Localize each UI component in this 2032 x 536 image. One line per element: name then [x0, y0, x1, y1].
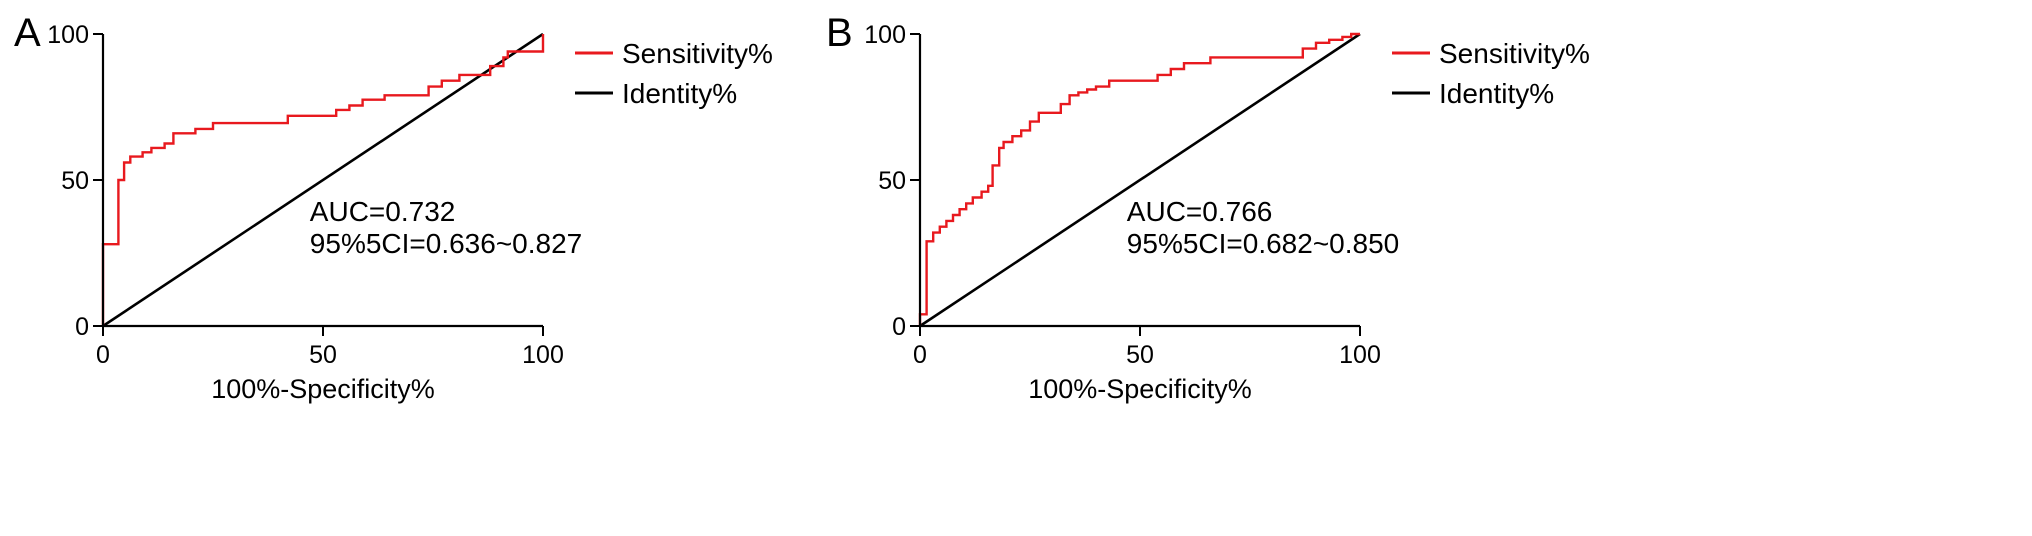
y-tick-label: 50 — [61, 167, 89, 195]
x-tick-label: 50 — [309, 341, 337, 369]
sensitivity-curve — [918, 32, 1360, 326]
auc-annotation: AUC=0.732 — [310, 196, 456, 227]
legend-label-sensitivity: Sensitivity% — [622, 38, 773, 69]
identity-line — [919, 32, 1361, 328]
panel-letter-a: A — [14, 11, 41, 55]
sensitivity-curve — [101, 34, 545, 326]
ci-annotation: 95%5CI=0.682~0.850 — [1127, 228, 1399, 259]
plot-ticks: 0 50 100 0 50 100 — [47, 21, 564, 369]
legend-label-identity: Identity% — [1439, 78, 1554, 109]
y-tick-label: 0 — [892, 313, 906, 341]
x-tick-label: 0 — [913, 341, 927, 369]
roc-panel-b: B 0 50 100 0 50 100 100%-Specificity% Sensiti… — [826, 11, 1590, 404]
panel-letter-b: B — [826, 11, 853, 55]
y-tick-label: 100 — [47, 21, 89, 49]
x-tick-label: 100 — [1339, 341, 1381, 369]
y-tick-label: 50 — [878, 167, 906, 195]
y-tick-label: 100 — [864, 21, 906, 49]
legend: Sensitivity% Identity% — [575, 38, 773, 109]
x-tick-label: 0 — [96, 341, 110, 369]
legend-label-identity: Identity% — [622, 78, 737, 109]
legend: Sensitivity% Identity% — [1392, 38, 1590, 109]
x-tick-label: 100 — [522, 341, 564, 369]
ci-annotation: 95%5CI=0.636~0.827 — [310, 228, 582, 259]
legend-label-sensitivity: Sensitivity% — [1439, 38, 1590, 69]
plot-curves — [101, 32, 545, 328]
identity-line — [102, 32, 544, 328]
y-tick-label: 0 — [75, 313, 89, 341]
plot-ticks: 0 50 100 0 50 100 — [864, 21, 1381, 369]
roc-panel-a: A 0 50 100 0 50 100 100%-Specificity% Sensiti… — [14, 11, 773, 404]
x-axis-title: 100%-Specificity% — [211, 374, 435, 404]
plot-curves — [918, 32, 1361, 328]
x-axis-title: 100%-Specificity% — [1028, 374, 1252, 404]
auc-annotation: AUC=0.766 — [1127, 196, 1273, 227]
x-tick-label: 50 — [1126, 341, 1154, 369]
